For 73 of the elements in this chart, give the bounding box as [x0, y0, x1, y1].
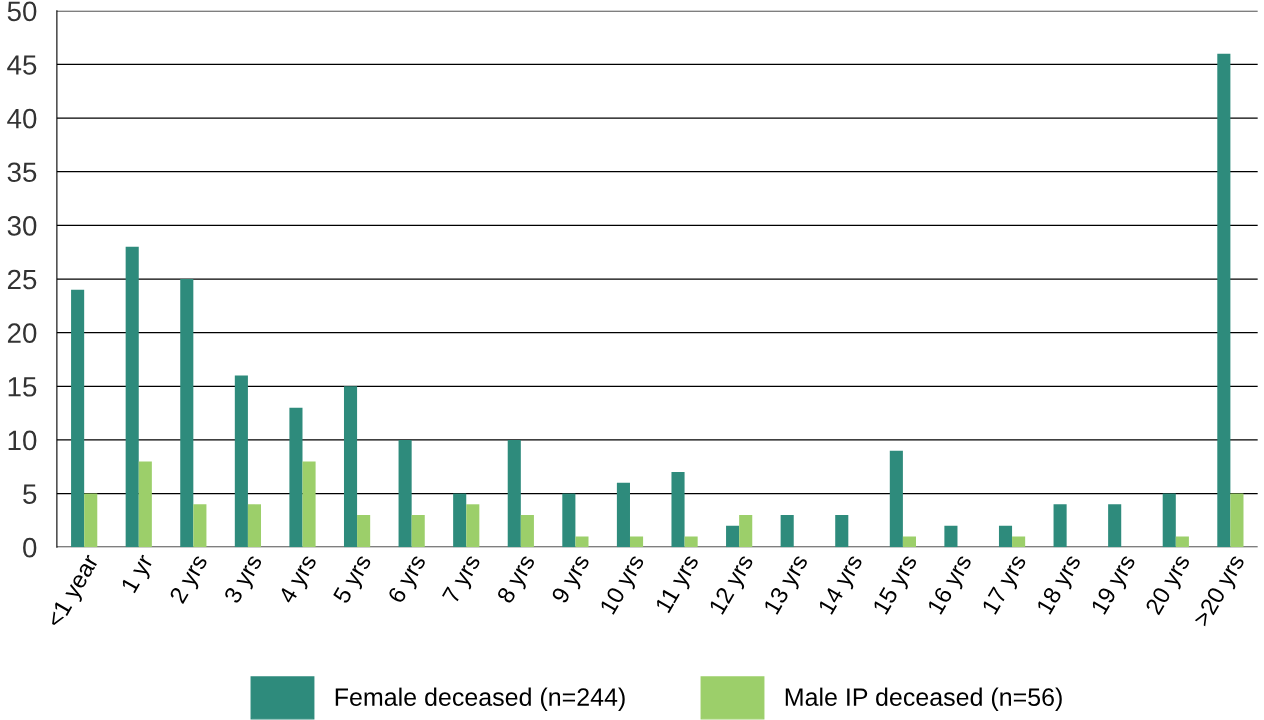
bar: [944, 525, 958, 548]
x-tick-label: 19 yrs: [1090, 553, 1140, 618]
bar: [247, 504, 262, 548]
y-tick-label: 35: [7, 162, 37, 183]
x-tick-label: 9 yrs: [550, 553, 595, 607]
bar: [125, 246, 139, 548]
y-tick-label: 40: [7, 108, 37, 129]
bar: [1217, 53, 1231, 548]
bar: [520, 515, 534, 548]
bar: [780, 515, 794, 548]
bar: [1012, 536, 1026, 548]
bar: [739, 515, 753, 548]
bar: [835, 515, 849, 548]
bar: [684, 536, 698, 548]
x-tick-label: 1 yr: [120, 552, 158, 596]
x-tick-label: 18 yrs: [1035, 553, 1086, 618]
x-tick-label: 4 yrs: [277, 553, 322, 607]
bar: [289, 407, 303, 548]
bar: [84, 493, 98, 548]
bar: [507, 439, 521, 548]
bar: [193, 504, 207, 548]
legend-label: Female deceased (n=244): [335, 687, 625, 711]
bar: [1230, 493, 1244, 548]
y-tick-label: 30: [7, 216, 37, 236]
bar: [889, 450, 903, 548]
x-tick-label: 3 yrs: [223, 553, 267, 607]
bar: [71, 289, 85, 548]
bar: [671, 472, 685, 548]
bar: [398, 439, 412, 548]
y-tick-label: 45: [7, 55, 37, 75]
x-tick-label: 2 yrs: [168, 553, 212, 607]
x-tick-label: 16 yrs: [926, 553, 977, 618]
bar: [562, 493, 576, 548]
bar: [998, 525, 1013, 548]
bar: [180, 279, 194, 548]
bar: [575, 536, 589, 548]
x-tick-label: 7 yrs: [442, 553, 485, 607]
bar: [138, 461, 152, 548]
x-tick-label: 17 yrs: [981, 553, 1031, 618]
x-tick-label: 13 yrs: [763, 553, 813, 618]
y-tick-label: 0: [23, 537, 37, 558]
bar: [343, 386, 358, 548]
bar: [1175, 536, 1189, 548]
x-tick-label: 12 yrs: [708, 553, 758, 618]
bar: [466, 504, 480, 548]
bar: [616, 482, 630, 548]
bar: [302, 461, 316, 548]
y-tick-label: 25: [7, 269, 37, 290]
x-tick-label: 15 yrs: [872, 553, 922, 618]
bar: [411, 515, 425, 548]
x-tick-label: 8 yrs: [496, 553, 540, 607]
legend-label: Male IP deceased (n=56): [785, 687, 1062, 711]
bar: [1108, 504, 1122, 548]
x-tick-label: 5 yrs: [332, 553, 376, 607]
y-tick-label: 20: [7, 323, 37, 343]
x-tick-label: 11 yrs: [654, 553, 704, 616]
x-tick-label: >20 yrs: [1192, 553, 1250, 630]
y-tick-label: 10: [8, 430, 37, 451]
bar: [1053, 504, 1067, 548]
bar: [357, 515, 371, 548]
bar: [726, 525, 740, 548]
bar: [453, 493, 467, 548]
x-tick-label: 10 yrs: [599, 553, 649, 618]
x-tick-label: 20 yrs: [1144, 553, 1195, 618]
bar: [902, 536, 916, 548]
y-tick-label: 50: [7, 1, 37, 22]
x-tick-label: 14 yrs: [817, 553, 867, 618]
x-tick-label: 6 yrs: [387, 553, 431, 607]
bar: [234, 375, 248, 548]
y-tick-label: 15: [8, 377, 37, 397]
y-tick-label: 5: [23, 484, 37, 504]
bar: [629, 536, 644, 548]
bar: [1162, 493, 1176, 548]
